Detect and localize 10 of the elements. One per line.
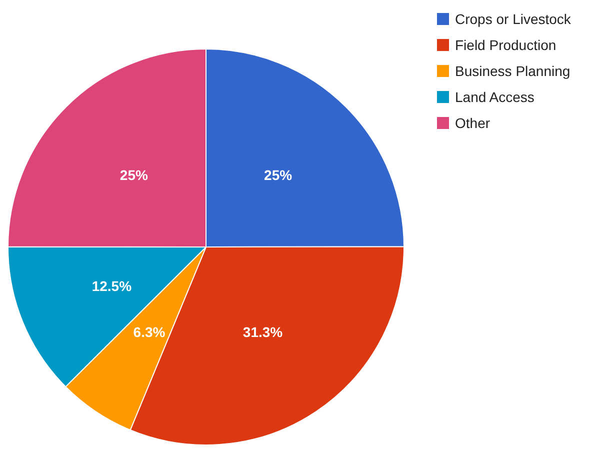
data-label: 6.3% bbox=[133, 324, 166, 340]
legend-label: Field Production bbox=[455, 37, 556, 53]
legend-label: Business Planning bbox=[455, 63, 570, 79]
data-label: 31.3% bbox=[242, 324, 284, 340]
data-label: 25% bbox=[120, 166, 148, 183]
legend-label: Other bbox=[455, 115, 490, 131]
data-label: 12.5% bbox=[92, 278, 132, 294]
legend-label: Land Access bbox=[455, 89, 534, 105]
legend-label: Crops or Livestock bbox=[455, 11, 572, 27]
data-label: 25% bbox=[264, 166, 293, 183]
